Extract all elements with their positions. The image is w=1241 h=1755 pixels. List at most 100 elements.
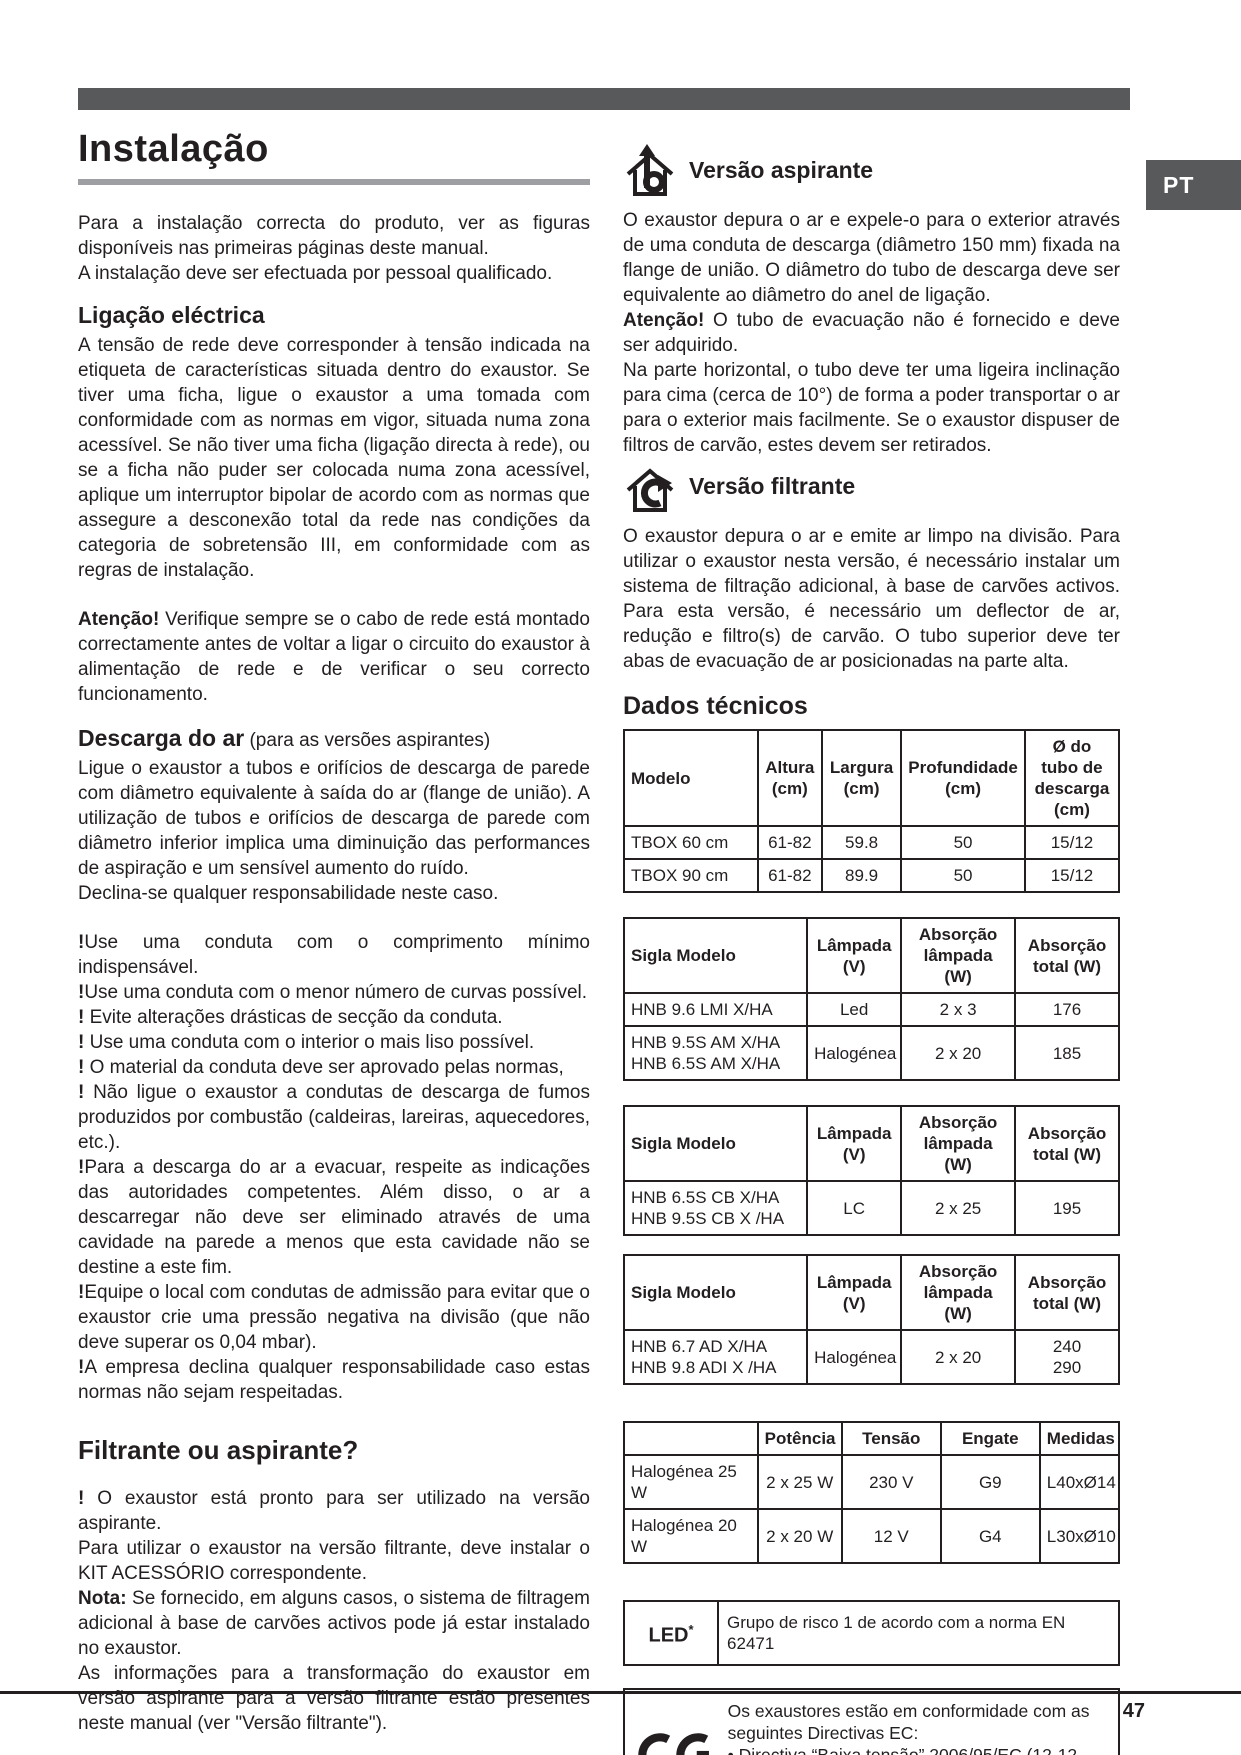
cell: 2 x 25 W xyxy=(756,1454,843,1510)
lamp-table-1: Sigla Modelo Lâmpada (V) Absorção lâmpad… xyxy=(622,917,1120,1081)
section-heading-ligacao-electrica: Ligação eléctrica xyxy=(78,302,265,328)
cell: 59.8 xyxy=(820,825,903,860)
col-header: Altura (cm) xyxy=(756,729,823,827)
col-header: Engate xyxy=(939,1421,1041,1456)
col-header: Absorção total (W) xyxy=(1014,1254,1120,1331)
bullet-item: !A empresa declina qualquer responsabili… xyxy=(78,1357,590,1403)
table-row: Halogénea 25 W 2 x 25 W 230 V G9 L40xØ14 xyxy=(623,1454,1121,1510)
cell: HNB 6.7 AD X/HA HNB 9.8 ADI X /HA xyxy=(622,1329,809,1385)
page-title: Instalação xyxy=(78,128,269,170)
house-recirculation-arrow-icon xyxy=(626,468,674,512)
versao-filtrante-title: Versão filtrante xyxy=(689,472,856,499)
col-header: Lâmpada (V) xyxy=(806,1105,903,1182)
cell: TBOX 90 cm xyxy=(623,858,759,893)
bullet-item: !Para a descarga do ar a evacuar, respei… xyxy=(78,1157,590,1278)
bullet-item: ! Evite alterações drásticas de secção d… xyxy=(78,1007,503,1028)
cell: Halogénea xyxy=(806,1025,903,1081)
col-header: Sigla Modelo xyxy=(622,1105,809,1182)
col-header: Tensão xyxy=(840,1421,942,1456)
section-heading-descarga-do-ar: Descarga do ar (para as versões aspirant… xyxy=(78,725,590,752)
ligacao-paragraph: A tensão de rede deve corresponder à ten… xyxy=(78,335,590,581)
bullet-item: !Equipe o local com condutas de admissão… xyxy=(78,1282,590,1353)
descarga-text-1: Ligue o exaustor a tubos e orifícios de … xyxy=(78,758,590,879)
versao-aspirante-title: Versão aspirante xyxy=(689,156,874,183)
table-row: Halogénea 20 W 2 x 20 W 12 V G4 L30xØ10 xyxy=(623,1508,1121,1564)
dimensions-table: Modelo Altura (cm) Largura (cm) Profundi… xyxy=(623,729,1121,893)
col-header: Ø do tubo de descarga (cm) xyxy=(1023,729,1121,827)
cell: 2 x 20 W xyxy=(756,1508,843,1564)
col-header: Lâmpada (V) xyxy=(806,1254,903,1331)
section-heading-filtrante-ou-aspirante: Filtrante ou aspirante? xyxy=(78,1435,359,1465)
col-header: Profundidade (cm) xyxy=(900,729,1026,827)
right-column: Versão aspirante O exaustor depura o ar … xyxy=(622,142,1121,1755)
section-heading-dados-tecnicos: Dados técnicos xyxy=(623,692,808,720)
cell: 2 x 20 xyxy=(900,1025,1017,1081)
cell: 176 xyxy=(1014,992,1120,1027)
descarga-text-2: Declina-se qualquer responsabilidade nes… xyxy=(78,883,499,904)
lamp-table-3: Sigla Modelo Lâmpada (V) Absorção lâmpad… xyxy=(622,1254,1120,1385)
col-header xyxy=(623,1421,759,1456)
bullet-item: ! Use uma conduta com o interior o mais … xyxy=(78,1032,535,1053)
cell: 2 x 25 xyxy=(900,1180,1017,1236)
bullet-list: !Use uma conduta com o comprimento mínim… xyxy=(78,930,590,1405)
nota-lead: Nota: xyxy=(78,1588,127,1609)
col-header: Modelo xyxy=(623,729,759,827)
halogen-spec-table: Potência Tensão Engate Medidas Halogénea… xyxy=(623,1421,1121,1564)
col-header: Absorção total (W) xyxy=(1014,1105,1120,1182)
cell: Halogénea 25 W xyxy=(623,1454,759,1510)
bullet-item: !Use uma conduta com o comprimento mínim… xyxy=(78,932,590,978)
led-risk-table: LED* Grupo de risco 1 de acordo com a no… xyxy=(622,1600,1120,1666)
language-tab: PT xyxy=(1146,160,1241,210)
cell: 15/12 xyxy=(1023,825,1121,860)
col-header: Sigla Modelo xyxy=(622,917,809,994)
cell: 12 V xyxy=(840,1508,942,1564)
house-exhaust-arrow-icon xyxy=(626,144,674,196)
intro-line-2: A instalação deve ser efectuada por pess… xyxy=(78,263,553,284)
page-number: 47 xyxy=(1122,1700,1145,1722)
filtrante-paragraph: O exaustor depura o ar e emite ar limpo … xyxy=(623,526,1120,672)
bullet-item: ! O material da conduta deve ser aprovad… xyxy=(78,1057,564,1078)
col-header: Medidas xyxy=(1038,1421,1121,1456)
cell: TBOX 60 cm xyxy=(623,825,759,860)
ce-compliance-box: Os exaustores estão em conformidade com … xyxy=(623,1688,1120,1755)
cell: HNB 9.6 LMI X/HA xyxy=(622,992,809,1027)
cell: 2 x 20 xyxy=(900,1329,1017,1385)
cell: HNB 6.5S CB X/HA HNB 9.5S CB X /HA xyxy=(622,1180,809,1236)
versao-filtrante-heading: Versão filtrante xyxy=(623,458,1120,514)
title-underline xyxy=(78,179,590,185)
language-tab-label: PT xyxy=(1163,171,1195,198)
cell: 230 V xyxy=(840,1454,942,1510)
cell: 50 xyxy=(900,825,1026,860)
ce-text: Os exaustores estão em conformidade com … xyxy=(727,1701,1090,1755)
cell: Halogénea xyxy=(806,1329,903,1385)
cell: L40xØ14 xyxy=(1038,1454,1121,1510)
cell: 195 xyxy=(1014,1180,1120,1236)
table-row: HNB 6.7 AD X/HA HNB 9.8 ADI X /HA Halogén… xyxy=(622,1329,1120,1385)
descarga-heading-suffix: (para as versões aspirantes) xyxy=(244,730,491,751)
warning-text: Verifique sempre se o cabo de rede está … xyxy=(78,609,590,705)
table-header-row: Sigla Modelo Lâmpada (V) Absorção lâmpad… xyxy=(622,917,1120,994)
cell: 61-82 xyxy=(756,825,823,860)
table-row: LED* Grupo de risco 1 de acordo com a no… xyxy=(622,1600,1120,1666)
cell: 89.9 xyxy=(820,858,903,893)
table-row: HNB 6.5S CB X/HA HNB 9.5S CB X /HA LC 2 x… xyxy=(622,1180,1120,1236)
table-row: HNB 9.6 LMI X/HA Led 2 x 3 176 xyxy=(622,992,1120,1027)
warning-paragraph: Atenção! Verifique sempre se o cabo de r… xyxy=(78,607,590,707)
table-row: TBOX 60 cm 61-82 59.8 50 15/12 xyxy=(623,825,1121,860)
aspirante-warning-lead: Atenção! xyxy=(623,310,705,331)
col-header: Absorção lâmpada (W) xyxy=(900,1254,1017,1331)
col-header: Potência xyxy=(756,1421,843,1456)
footer-rule xyxy=(0,1691,1241,1694)
col-header: Absorção lâmpada (W) xyxy=(900,1105,1017,1182)
cell: G4 xyxy=(939,1508,1041,1564)
table-row: TBOX 90 cm 61-82 89.9 50 15/12 xyxy=(623,858,1121,893)
cell: 2 x 3 xyxy=(900,992,1017,1027)
intro-paragraph: Para a instalação correcta do produto, v… xyxy=(78,211,590,286)
col-header: Absorção lâmpada (W) xyxy=(900,917,1017,994)
led-text-cell: Grupo de risco 1 de acordo com a norma E… xyxy=(717,1600,1120,1666)
led-label-cell: LED* xyxy=(622,1600,720,1666)
col-header: Largura (cm) xyxy=(820,729,903,827)
aspirante-paragraph: O exaustor depura o ar e expele-o para o… xyxy=(623,210,1120,456)
cell: Halogénea 20 W xyxy=(623,1508,759,1564)
